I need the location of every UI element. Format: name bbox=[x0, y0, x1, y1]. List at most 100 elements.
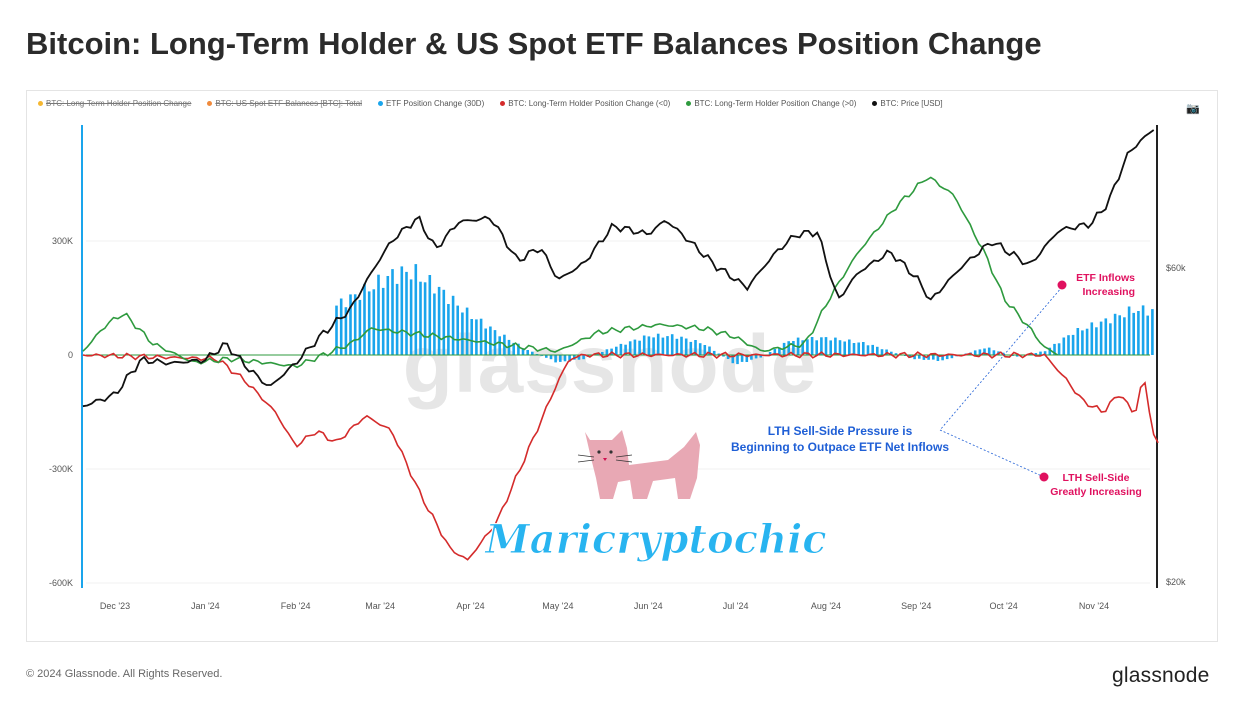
etf-bar bbox=[1132, 312, 1135, 355]
etf-bar bbox=[475, 319, 478, 355]
etf-bar bbox=[512, 342, 515, 355]
etf-bar bbox=[922, 355, 926, 360]
etf-bar bbox=[1067, 335, 1070, 355]
etf-bar bbox=[442, 289, 446, 355]
etf-bar bbox=[1099, 321, 1103, 355]
etf-bar bbox=[1137, 311, 1140, 355]
etf-bar bbox=[344, 307, 348, 355]
etf-bar bbox=[852, 343, 856, 355]
x-tick-label: Feb '24 bbox=[281, 601, 311, 611]
legend-item-lth-positive[interactable]: BTC: Long-Term Holder Position Change (>… bbox=[686, 99, 856, 108]
etf-bar bbox=[531, 351, 534, 355]
etf-bar bbox=[1104, 318, 1108, 355]
etf-bar bbox=[936, 355, 940, 361]
etf-bar bbox=[465, 307, 469, 355]
legend-item-price[interactable]: BTC: Price [USD] bbox=[872, 99, 943, 108]
y-tick-label: -300K bbox=[49, 464, 73, 474]
etf-bar bbox=[601, 352, 604, 355]
etf-bar bbox=[433, 293, 436, 355]
etf-bar bbox=[708, 346, 711, 355]
legend-item-etf-total[interactable]: BTC: US Spot ETF Balances [BTC]: Total bbox=[207, 99, 362, 108]
etf-bar bbox=[820, 337, 823, 355]
etf-bar bbox=[1085, 328, 1089, 355]
etf-bar bbox=[759, 355, 763, 358]
etf-bar bbox=[386, 276, 390, 355]
etf-bar bbox=[987, 347, 991, 355]
etf-bar bbox=[890, 351, 893, 355]
etf-bar bbox=[894, 353, 898, 355]
etf-bar bbox=[932, 355, 935, 360]
etf-bar bbox=[810, 337, 814, 355]
etf-bar bbox=[423, 282, 427, 355]
y-right-tick-label: $20k bbox=[1166, 577, 1186, 587]
legend-label: BTC: Long-Term Holder Position Change (<… bbox=[508, 99, 671, 108]
etf-bar bbox=[1095, 327, 1098, 355]
legend-item-etf-change[interactable]: ETF Position Change (30D) bbox=[377, 99, 484, 108]
legend-label: BTC: US Spot ETF Balances [BTC]: Total bbox=[215, 99, 362, 108]
etf-bar bbox=[358, 299, 362, 355]
etf-bar bbox=[405, 271, 408, 355]
etf-bar bbox=[568, 355, 571, 362]
etf-bar bbox=[778, 347, 781, 355]
etf-bar bbox=[526, 350, 529, 355]
x-tick-label: Mar '24 bbox=[365, 601, 395, 611]
etf-bar bbox=[647, 336, 651, 355]
y-left-ticks: 300K 0 -300K -600K bbox=[49, 236, 73, 588]
etf-bar bbox=[619, 343, 623, 355]
legend: BTC: Long-Term Holder Position Change BT… bbox=[38, 99, 943, 108]
etf-bar bbox=[363, 283, 366, 355]
etf-bar bbox=[451, 295, 455, 355]
etf-bar bbox=[1141, 305, 1145, 355]
camera-icon[interactable]: 📷 bbox=[1186, 103, 1200, 115]
etf-bar bbox=[1029, 353, 1033, 355]
etf-bar bbox=[470, 319, 473, 355]
legend-dot bbox=[207, 101, 213, 106]
etf-bar bbox=[927, 355, 930, 360]
etf-bar bbox=[731, 355, 735, 364]
etf-bar bbox=[857, 342, 860, 355]
etf-annotation: ETF Inflows Increasing bbox=[1076, 272, 1135, 298]
x-tick-label: Jul '24 bbox=[723, 601, 749, 611]
etf-bar bbox=[973, 350, 977, 355]
etf-bar bbox=[414, 264, 418, 355]
etf-bar bbox=[1151, 309, 1154, 355]
etf-bar bbox=[437, 286, 441, 355]
legend-dot bbox=[500, 101, 506, 106]
etf-bar bbox=[381, 287, 385, 355]
etf-bar bbox=[712, 350, 716, 355]
annotation-connector bbox=[939, 429, 1045, 478]
etf-bar bbox=[1113, 313, 1117, 355]
etf-bar bbox=[1090, 322, 1094, 355]
etf-bar bbox=[978, 349, 982, 355]
x-tick-label: Jan '24 bbox=[191, 601, 220, 611]
etf-bar bbox=[395, 283, 399, 355]
x-tick-label: Dec '23 bbox=[100, 601, 130, 611]
etf-bar bbox=[871, 344, 874, 355]
etf-bar bbox=[913, 355, 916, 360]
etf-bar bbox=[801, 340, 804, 355]
etf-bar bbox=[1109, 323, 1112, 355]
legend-item-lth-total[interactable]: BTC: Long-Term Holder Position Change bbox=[38, 99, 191, 108]
x-tick-label: Nov '24 bbox=[1079, 601, 1109, 611]
etf-bar bbox=[400, 266, 404, 355]
x-tick-label: Oct '24 bbox=[990, 601, 1018, 611]
y-tick-label: 300K bbox=[52, 236, 73, 246]
etf-bar bbox=[628, 341, 632, 355]
etf-bar bbox=[638, 340, 641, 355]
etf-bar bbox=[694, 340, 697, 355]
etf-bar bbox=[461, 312, 464, 355]
etf-bar bbox=[391, 269, 394, 355]
lth-annotation: LTH Sell-Side Greatly Increasing bbox=[1050, 472, 1142, 498]
etf-bar bbox=[829, 340, 832, 355]
chart-frame bbox=[26, 90, 1218, 642]
etf-bar bbox=[367, 291, 371, 355]
etf-bar bbox=[1076, 328, 1080, 355]
lth-negative-line bbox=[82, 351, 1159, 561]
legend-item-lth-negative[interactable]: BTC: Long-Term Holder Position Change (<… bbox=[500, 99, 670, 108]
lth-annotation-marker bbox=[1039, 472, 1049, 482]
chart-title: Bitcoin: Long-Term Holder & US Spot ETF … bbox=[26, 26, 1042, 61]
etf-bar bbox=[1048, 347, 1052, 355]
etf-bar bbox=[1081, 330, 1084, 355]
etf-bar bbox=[1071, 334, 1075, 355]
